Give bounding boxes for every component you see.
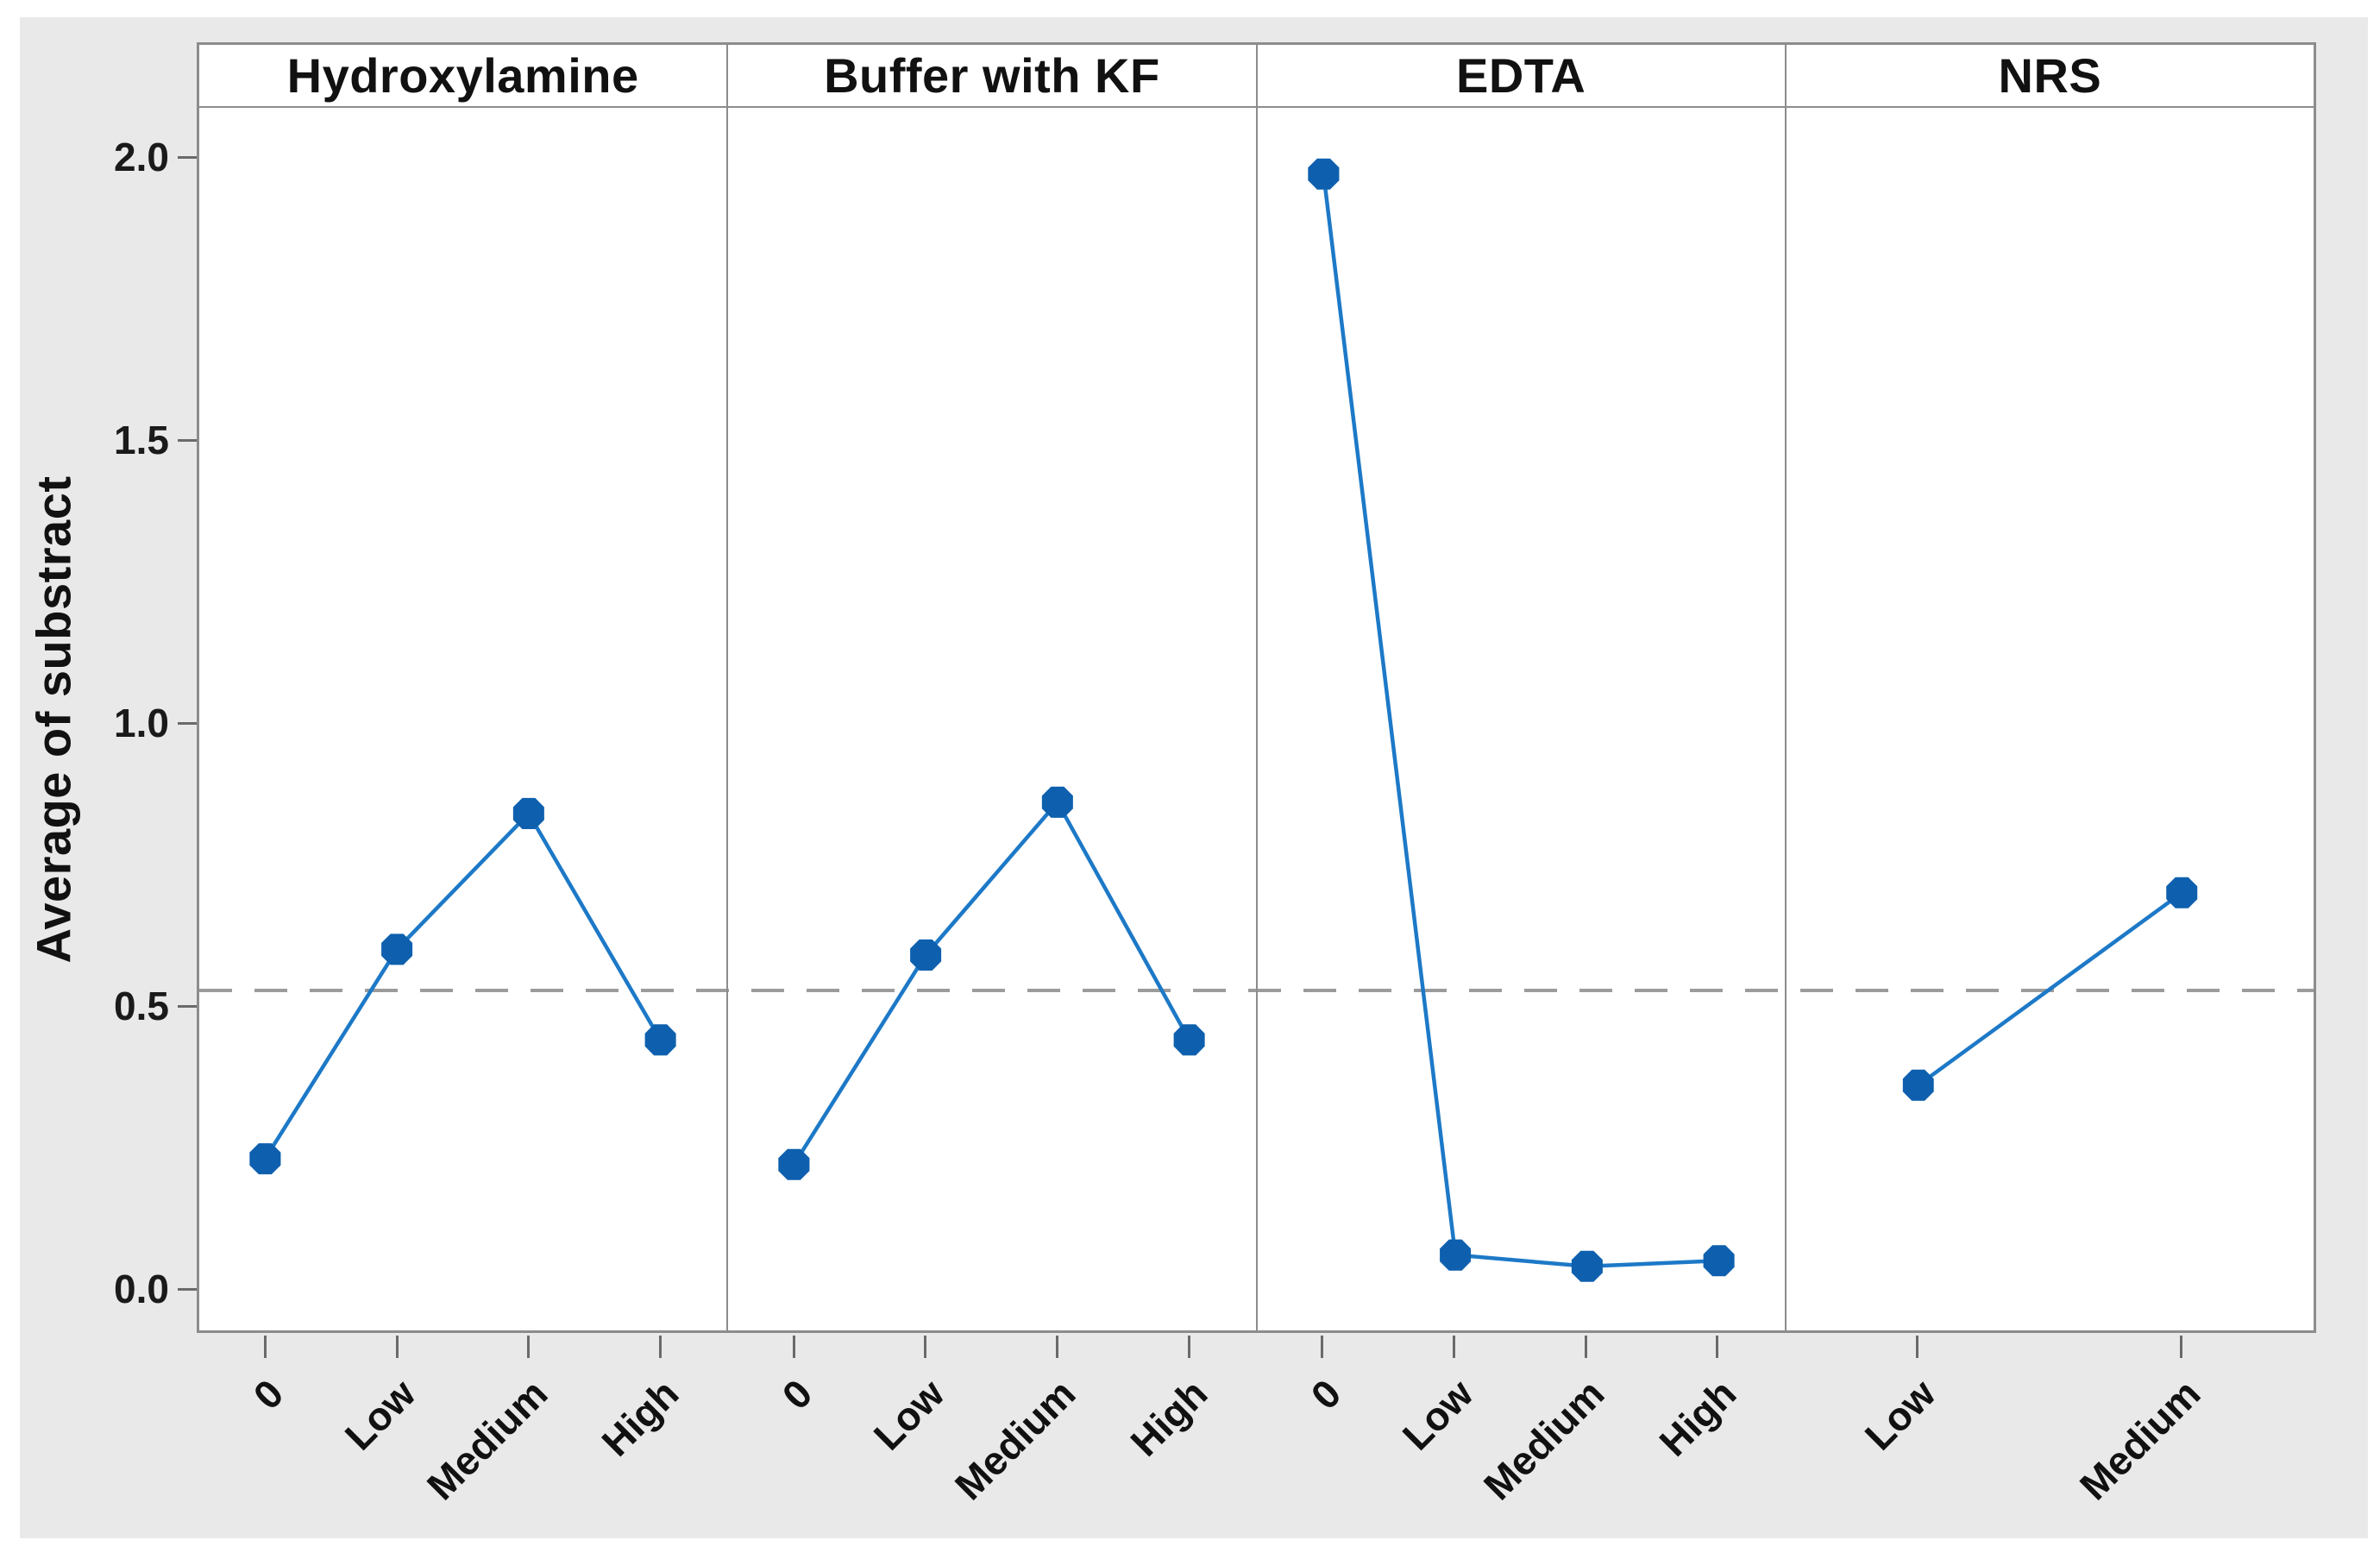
panel-plot-svg [249, 797, 676, 1175]
panel-title: EDTA [1257, 45, 1785, 108]
x-axis-tick [1585, 1336, 1587, 1358]
x-axis-tick [264, 1336, 267, 1358]
y-axis-tick-label: 1.5 [114, 418, 169, 462]
data-point-marker [249, 1143, 281, 1175]
series-line [1321, 173, 1719, 1269]
data-point-marker [1173, 1024, 1205, 1056]
series-line [792, 798, 1191, 1166]
panel-title: Hydroxylamine [199, 45, 727, 108]
plot-frame: Hydroxylamine Buffer with KF EDTA NRS [197, 42, 2316, 1333]
panel-plot-area [728, 108, 1255, 1330]
x-axis-tick [1453, 1336, 1455, 1358]
data-point-marker [1439, 1239, 1471, 1271]
panel-plot-svg [1902, 877, 2197, 1101]
data-point-marker [1902, 1069, 1934, 1101]
panel-plot-area [199, 108, 726, 1330]
y-axis-tick [178, 439, 197, 442]
panel-edta: EDTA [1257, 45, 1787, 1330]
panel-plot-area [1787, 108, 2314, 1330]
data-point-marker [381, 934, 413, 965]
x-axis-tick [1916, 1336, 1918, 1358]
x-axis-tick [2180, 1336, 2182, 1358]
data-point-marker [1307, 158, 1339, 190]
panel-hydroxylamine: Hydroxylamine [199, 45, 729, 1330]
data-point-marker [1703, 1245, 1735, 1277]
series-line [1917, 890, 2183, 1087]
data-point-marker [1042, 786, 1074, 818]
panel-plot-svg [1307, 158, 1735, 1282]
x-axis-tick [1716, 1336, 1718, 1358]
y-axis-tick-label: 1.0 [114, 701, 169, 745]
y-axis-tick-label: 0.5 [114, 984, 169, 1028]
panel-plot-area [1258, 108, 1785, 1330]
data-point-marker [644, 1024, 676, 1056]
y-axis-tick-label: 0.0 [114, 1267, 169, 1311]
panel-title: Buffer with KF [728, 45, 1256, 108]
x-axis-tick [659, 1336, 662, 1358]
x-axis-tick [793, 1336, 795, 1358]
y-axis-tick [178, 156, 197, 159]
x-axis-tick [1188, 1336, 1190, 1358]
y-axis-tick [178, 1005, 197, 1008]
data-point-marker [2165, 877, 2197, 908]
data-point-marker [910, 939, 942, 971]
y-axis-tick-label: 2.0 [114, 135, 169, 179]
x-axis-tick [396, 1336, 399, 1358]
data-point-marker [778, 1148, 810, 1180]
panel-plot-svg [778, 786, 1205, 1180]
x-axis-tick [527, 1336, 530, 1358]
data-point-marker [1571, 1250, 1603, 1282]
x-axis-tick [1056, 1336, 1058, 1358]
y-axis-tick [178, 1288, 197, 1291]
x-axis-tick [1321, 1336, 1323, 1358]
y-axis-tick [178, 722, 197, 725]
x-axis-tick [924, 1336, 926, 1358]
data-point-marker [512, 797, 544, 829]
series-line [263, 810, 663, 1160]
panel-title: NRS [1786, 45, 2314, 108]
panel-buffer-with-kf: Buffer with KF [728, 45, 1258, 1330]
panel-nrs: NRS [1786, 45, 2314, 1330]
